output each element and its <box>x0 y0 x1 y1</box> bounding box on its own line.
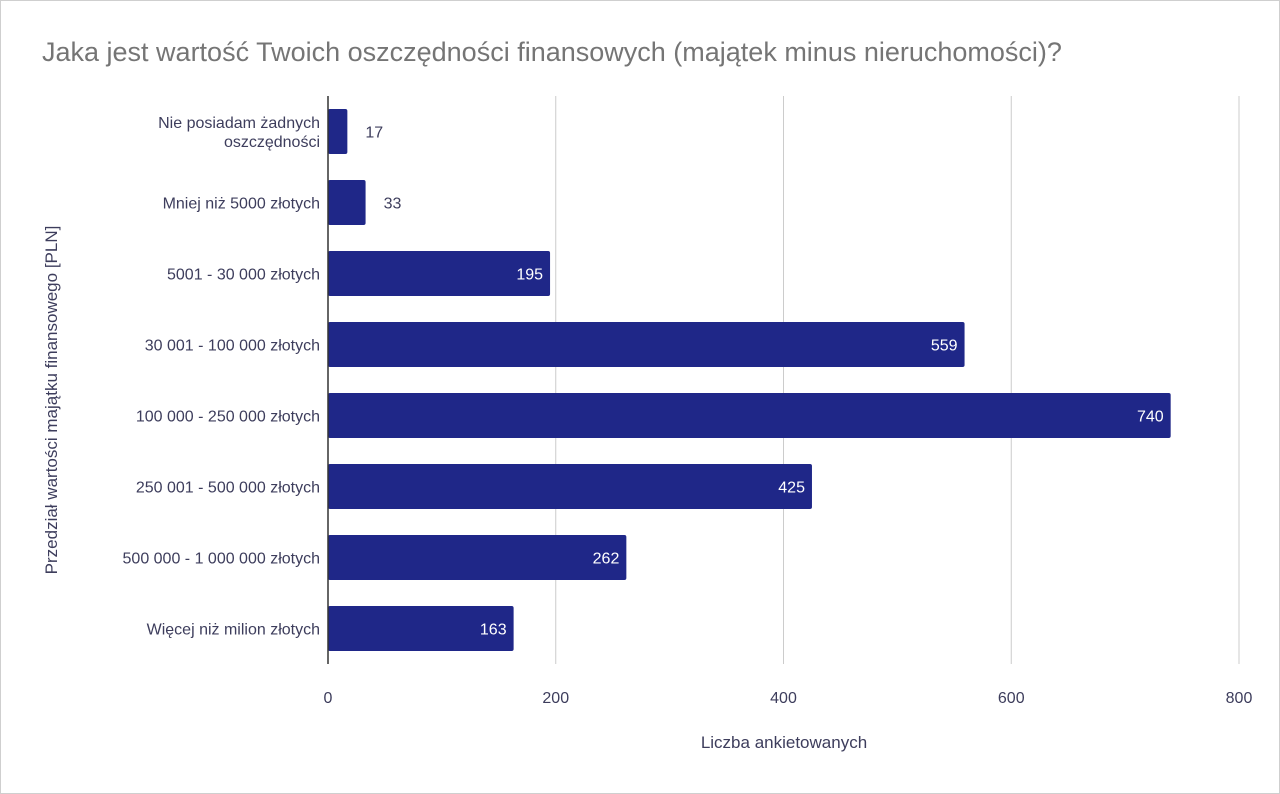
bar <box>328 464 812 509</box>
gridlines <box>555 96 1240 664</box>
x-tick-label: 800 <box>1226 690 1253 707</box>
category-label: Więcej niż milion złotych <box>147 622 320 639</box>
category-label: 250 001 - 500 000 złotych <box>136 480 320 497</box>
bar-value-label: 559 <box>931 338 958 355</box>
bar-value-label: 17 <box>365 125 383 142</box>
x-tick-label: 200 <box>542 690 569 707</box>
bar <box>328 393 1171 438</box>
bar-value-label: 163 <box>480 622 507 639</box>
bar-value-label: 33 <box>384 196 402 213</box>
bar-value-label: 262 <box>593 551 620 568</box>
x-tick-label: 400 <box>770 690 797 707</box>
x-tick-label: 0 <box>324 690 333 707</box>
bar <box>328 322 965 367</box>
category-label: 500 000 - 1 000 000 złotych <box>123 551 320 568</box>
chart-title: Jaka jest wartość Twoich oszczędności fi… <box>42 37 1062 67</box>
bar <box>328 180 366 225</box>
category-label: 30 001 - 100 000 złotych <box>145 338 320 355</box>
bar-value-label: 740 <box>1137 409 1164 426</box>
x-axis-title: Liczba ankietowanych <box>701 733 867 752</box>
bar <box>328 251 551 296</box>
category-label: 5001 - 30 000 złotych <box>167 267 320 284</box>
category-label: 100 000 - 250 000 złotych <box>136 409 320 426</box>
category-label: Mniej niż 5000 złotych <box>163 196 320 213</box>
category-label: Nie posiadam żadnych <box>158 115 320 132</box>
bars: 17 33 195 559 740 425 262 163 <box>328 109 1171 651</box>
bar-value-label: 425 <box>778 480 805 497</box>
bar <box>328 535 627 580</box>
bar-value-label: 195 <box>516 267 543 284</box>
category-label: oszczędności <box>224 134 320 151</box>
x-tick-labels: 0 200 400 600 800 <box>324 690 1253 707</box>
bar <box>328 606 514 651</box>
x-tick-label: 600 <box>998 690 1025 707</box>
category-labels: Nie posiadam żadnych oszczędności Mniej ni… <box>123 115 320 639</box>
bar <box>328 109 348 154</box>
y-axis-title: Przedział wartości majątku finansowego [… <box>42 226 61 575</box>
